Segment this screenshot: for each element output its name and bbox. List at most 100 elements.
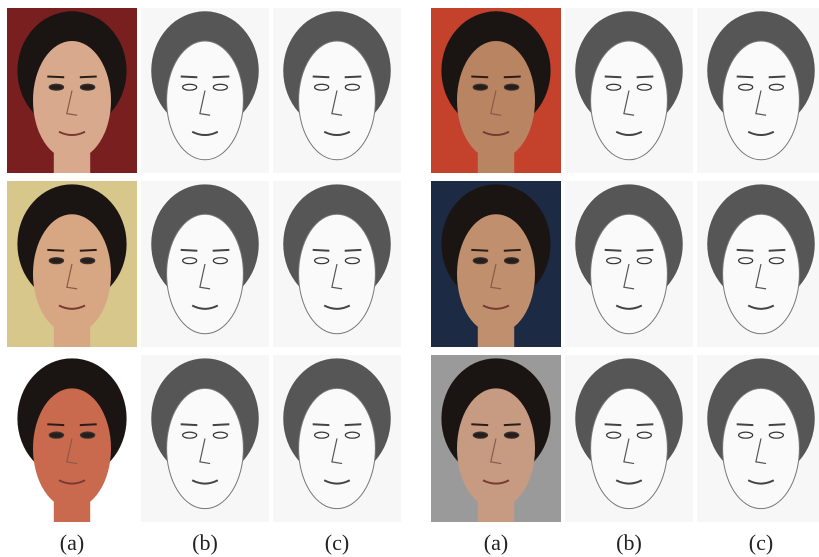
face: [299, 214, 376, 334]
face: [299, 388, 376, 508]
eye: [504, 432, 518, 438]
eye: [80, 258, 94, 264]
face: [723, 214, 800, 334]
sketch: [273, 355, 401, 522]
eye: [80, 432, 94, 438]
face: [33, 214, 111, 334]
face: [457, 388, 535, 508]
panel: [273, 8, 401, 173]
eye: [473, 258, 487, 264]
brow: [737, 424, 754, 425]
panel: [273, 181, 401, 347]
face: [457, 214, 535, 334]
face: [299, 41, 376, 160]
brow: [213, 76, 230, 77]
panel: [7, 8, 137, 186]
panel: [697, 181, 819, 347]
brow: [313, 250, 330, 251]
panel-label: (b): [616, 530, 642, 555]
sketch: [141, 8, 269, 173]
face: [591, 388, 668, 508]
photo: [431, 355, 561, 535]
brow: [471, 76, 488, 77]
brow: [47, 250, 64, 251]
face: [591, 41, 668, 160]
face: [167, 41, 244, 160]
brow: [345, 76, 362, 77]
eye: [504, 258, 518, 264]
brow: [605, 250, 622, 251]
eye: [49, 432, 63, 438]
panel: [697, 355, 819, 522]
brow: [637, 424, 654, 425]
panel: [273, 355, 401, 522]
panel: [7, 355, 137, 535]
sketch: [141, 181, 269, 347]
brow: [181, 424, 198, 425]
brow: [605, 424, 622, 425]
brow: [737, 76, 754, 77]
brow: [605, 76, 622, 77]
sketch: [697, 8, 819, 173]
panel: [565, 8, 693, 173]
photo: [431, 181, 561, 360]
eye: [49, 258, 63, 264]
brow: [769, 424, 786, 425]
photo: [7, 355, 137, 535]
panel: [141, 355, 269, 522]
panel-label: (c): [325, 530, 349, 555]
panel: [565, 355, 693, 522]
brow: [737, 250, 754, 251]
brow: [769, 76, 786, 77]
eye: [80, 84, 94, 90]
sketch: [273, 181, 401, 347]
eye: [504, 84, 518, 90]
panel-label: (c): [749, 530, 773, 555]
brow: [213, 424, 230, 425]
panel: [431, 8, 561, 186]
face: [457, 41, 535, 160]
face: [33, 388, 111, 508]
panel: [431, 355, 561, 535]
brow: [47, 424, 64, 425]
panel: [141, 181, 269, 347]
brow: [504, 250, 521, 251]
brow: [80, 424, 97, 425]
brow: [637, 250, 654, 251]
sketch: [565, 181, 693, 347]
brow: [345, 424, 362, 425]
eye: [49, 84, 63, 90]
brow: [313, 424, 330, 425]
panel-label: (b): [192, 530, 218, 555]
panel-label: (a): [60, 530, 84, 555]
photo: [7, 181, 137, 360]
sketch: [697, 181, 819, 347]
brow: [80, 250, 97, 251]
face: [33, 41, 111, 160]
sketch: [565, 8, 693, 173]
brow: [769, 250, 786, 251]
panel: [697, 8, 819, 173]
brow: [80, 76, 97, 77]
panel-label: (a): [484, 530, 508, 555]
sketch: [697, 355, 819, 522]
panel: [431, 181, 561, 360]
brow: [181, 250, 198, 251]
panel: [7, 181, 137, 360]
photo: [7, 8, 137, 186]
face: [591, 214, 668, 334]
figure: (a) (b) (c) (a) (b) (c): [0, 0, 819, 557]
brow: [504, 76, 521, 77]
photo: [431, 8, 561, 186]
brow: [471, 250, 488, 251]
panel: [565, 181, 693, 347]
sketch: [141, 355, 269, 522]
brow: [504, 424, 521, 425]
brow: [345, 250, 362, 251]
brow: [213, 250, 230, 251]
face: [167, 388, 244, 508]
eye: [473, 84, 487, 90]
eye: [473, 432, 487, 438]
brow: [181, 76, 198, 77]
face: [723, 41, 800, 160]
